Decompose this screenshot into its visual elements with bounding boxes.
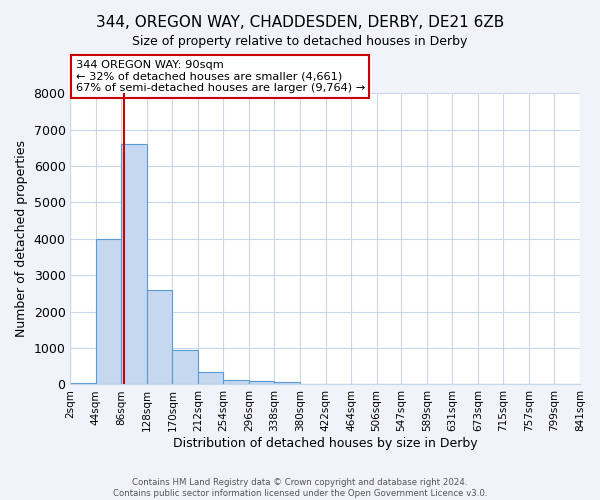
Bar <box>121 144 147 384</box>
Text: 344, OREGON WAY, CHADDESDEN, DERBY, DE21 6ZB: 344, OREGON WAY, CHADDESDEN, DERBY, DE21… <box>96 15 504 30</box>
Bar <box>96 239 121 384</box>
Text: 344 OREGON WAY: 90sqm
← 32% of detached houses are smaller (4,661)
67% of semi-d: 344 OREGON WAY: 90sqm ← 32% of detached … <box>76 60 365 93</box>
Bar <box>274 382 300 384</box>
Bar <box>147 290 172 384</box>
Bar <box>172 350 198 384</box>
Bar <box>198 372 223 384</box>
Bar <box>249 381 274 384</box>
Bar <box>70 382 96 384</box>
X-axis label: Distribution of detached houses by size in Derby: Distribution of detached houses by size … <box>173 437 478 450</box>
Text: Size of property relative to detached houses in Derby: Size of property relative to detached ho… <box>133 35 467 48</box>
Y-axis label: Number of detached properties: Number of detached properties <box>15 140 28 338</box>
Text: Contains HM Land Registry data © Crown copyright and database right 2024.
Contai: Contains HM Land Registry data © Crown c… <box>113 478 487 498</box>
Bar <box>223 380 249 384</box>
